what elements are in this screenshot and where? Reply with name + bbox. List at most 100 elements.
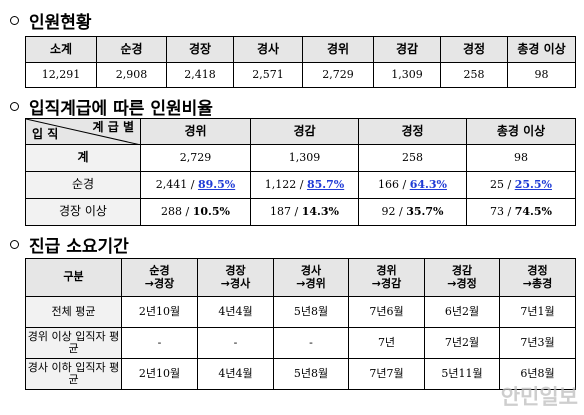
count-text: 1,122 / <box>264 177 307 191</box>
diagonal-line-icon <box>26 119 141 145</box>
promotion-row-lower-entry: 경사 이하 입직자 평균 2년10월 4년4월 5년8월 7년7월 5년11월 … <box>25 358 576 390</box>
value-cell: 92 / 35.7% <box>358 198 467 226</box>
header-cell: 경감 →경정 <box>424 258 500 297</box>
value-cell: - <box>197 327 274 359</box>
ratio-header-row: 계 급 별 입 직 경위 경감 경정 총경 이상 <box>25 118 576 145</box>
count-text: 288 / <box>161 204 193 218</box>
row-label: 계 <box>25 144 141 172</box>
corner-label-entry: 입 직 <box>32 127 59 142</box>
value-cell: 2,571 <box>233 62 303 88</box>
value-cell: 7년 <box>348 327 425 359</box>
value-cell: 2,908 <box>96 62 167 88</box>
section-title-text: 인원현황 <box>29 13 92 33</box>
value-cell: 258 <box>440 62 508 88</box>
header-cell: 순경 <box>96 36 167 63</box>
ratio-table: 계 급 별 입 직 경위 경감 경정 총경 이상 계 2,729 1,309 2… <box>25 118 576 226</box>
header-cell: 경정 <box>440 36 508 63</box>
value-cell: 7년6월 <box>348 296 425 328</box>
count-text: 166 / <box>378 177 410 191</box>
corner-cell: 구분 <box>25 258 122 297</box>
ratio-row-total: 계 2,729 1,309 258 98 <box>25 144 576 172</box>
value-cell: 187 / 14.3% <box>250 198 359 226</box>
value-cell: 98 <box>507 62 576 88</box>
value-cell: 4년4월 <box>197 358 274 390</box>
percent-text: 14.3% <box>301 204 339 218</box>
section-title-text: 입직계급에 따른 인원비율 <box>29 99 213 119</box>
value-cell: 166 / 64.3% <box>358 171 467 199</box>
watermark-logo: 안민일보 <box>500 385 578 409</box>
count-text: 187 / <box>270 204 302 218</box>
value-cell: - <box>273 327 349 359</box>
header-cell: 소계 <box>25 36 97 63</box>
promotion-table: 구분 순경 →경장 경장 →경사 경사 →경위 경위 →경감 경감 →경정 경정 →총경 전… <box>25 258 576 390</box>
header-cell: 총경 이상 <box>466 118 576 145</box>
value-cell: 1,309 <box>250 144 359 172</box>
value-cell: 6년2월 <box>424 296 500 328</box>
header-cell: 경위 <box>302 36 374 63</box>
percent-text: 89.5% <box>197 177 236 191</box>
percent-text: 64.3% <box>409 177 447 191</box>
section-title-text: 진급 소요기간 <box>29 237 129 257</box>
value-cell: 2년10월 <box>121 358 198 390</box>
headcount-value-row: 12,291 2,908 2,418 2,571 2,729 1,309 258… <box>25 62 576 88</box>
circle-bullet-icon <box>10 102 19 111</box>
header-cell: 경위 <box>140 118 251 145</box>
count-text: 92 / <box>381 204 407 218</box>
row-label: 경장 이상 <box>25 198 141 226</box>
circle-bullet-icon <box>10 16 19 25</box>
row-label: 경위 이상 입직자 평균 <box>25 327 122 359</box>
header-cell: 경정 <box>358 118 467 145</box>
count-text: 25 / <box>490 177 515 191</box>
headcount-header-row: 소계 순경 경장 경사 경위 경감 경정 총경 이상 <box>25 36 576 63</box>
header-cell: 경감 <box>250 118 359 145</box>
value-cell: 288 / 10.5% <box>140 198 251 226</box>
value-cell: 2,418 <box>166 62 234 88</box>
header-cell: 경정 →총경 <box>499 258 576 297</box>
count-text: 73 / <box>490 204 515 218</box>
ratio-row-sungyeong: 순경 2,441 / 89.5% 1,122 / 85.7% 166 / 64.… <box>25 171 576 199</box>
percent-text: 74.5% <box>514 204 552 218</box>
header-cell: 경사 →경위 <box>273 258 349 297</box>
circle-bullet-icon <box>10 240 19 249</box>
value-cell: 6년8월 <box>499 358 576 390</box>
header-cell: 경위 →경감 <box>348 258 425 297</box>
value-cell: 7년3월 <box>499 327 576 359</box>
value-cell: 73 / 74.5% <box>466 198 576 226</box>
value-cell: 5년11월 <box>424 358 500 390</box>
value-cell: 2,441 / 89.5% <box>140 171 251 199</box>
row-label: 전체 평균 <box>25 296 122 328</box>
value-cell: 12,291 <box>25 62 97 88</box>
value-cell: 258 <box>358 144 467 172</box>
percent-text: 35.7% <box>406 204 444 218</box>
header-cell: 경장 →경사 <box>197 258 274 297</box>
count-text: 2,441 / <box>155 177 198 191</box>
headcount-table: 소계 순경 경장 경사 경위 경감 경정 총경 이상 12,291 2,908 … <box>25 36 576 88</box>
percent-text: 25.5% <box>514 177 552 191</box>
value-cell: 1,122 / 85.7% <box>250 171 359 199</box>
value-cell: 7년1월 <box>499 296 576 328</box>
value-cell: 7년2월 <box>424 327 500 359</box>
promotion-header-row: 구분 순경 →경장 경장 →경사 경사 →경위 경위 →경감 경감 →경정 경정 →총경 <box>25 258 576 297</box>
section-title-headcount: 인원현황 <box>8 8 92 33</box>
header-cell: 총경 이상 <box>507 36 576 63</box>
value-cell: 25 / 25.5% <box>466 171 576 199</box>
value-cell: - <box>121 327 198 359</box>
value-cell: 2년10월 <box>121 296 198 328</box>
value-cell: 4년4월 <box>197 296 274 328</box>
value-cell: 5년8월 <box>273 358 349 390</box>
header-cell: 경사 <box>233 36 303 63</box>
header-cell: 경감 <box>373 36 441 63</box>
ratio-row-gyeongjang-plus: 경장 이상 288 / 10.5% 187 / 14.3% 92 / 35.7%… <box>25 198 576 226</box>
section-title-ratio: 입직계급에 따른 인원비율 <box>8 94 213 119</box>
value-cell: 2,729 <box>140 144 251 172</box>
diagonal-corner-cell: 계 급 별 입 직 <box>25 118 141 145</box>
value-cell: 7년7월 <box>348 358 425 390</box>
value-cell: 1,309 <box>373 62 441 88</box>
row-label: 경사 이하 입직자 평균 <box>25 358 122 390</box>
value-cell: 98 <box>466 144 576 172</box>
value-cell: 5년8월 <box>273 296 349 328</box>
row-label: 순경 <box>25 171 141 199</box>
promotion-row-upper-entry: 경위 이상 입직자 평균 - - - 7년 7년2월 7년3월 <box>25 327 576 359</box>
value-cell: 2,729 <box>302 62 374 88</box>
promotion-row-overall: 전체 평균 2년10월 4년4월 5년8월 7년6월 6년2월 7년1월 <box>25 296 576 328</box>
